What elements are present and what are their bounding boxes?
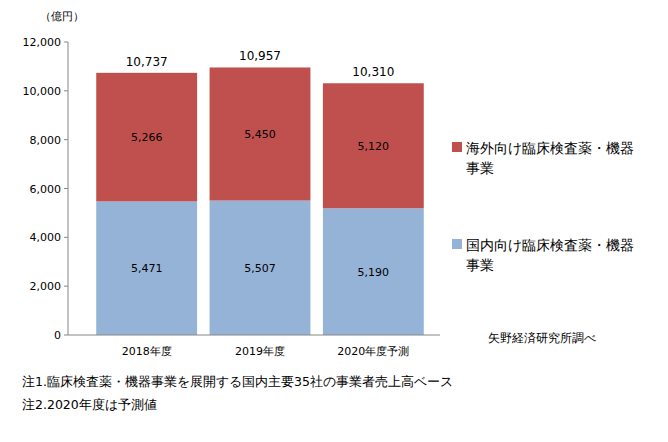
source: 矢野経済研究所調べ: [488, 330, 596, 347]
note: 注1.臨床検査薬・機器事業を展開する国内主要35社の事業者売上高ベース: [22, 374, 453, 391]
y-axis-line: [68, 42, 69, 335]
legend-swatch: [452, 142, 462, 152]
y-tick-label: 4,000: [30, 231, 62, 244]
y-tick-label: 8,000: [30, 134, 62, 147]
data-label: 5,471: [131, 262, 163, 275]
data-label: 5,266: [131, 131, 163, 144]
bars: [96, 67, 424, 335]
legend-swatch: [452, 239, 462, 249]
note: 注2.2020年度は予測値: [22, 397, 157, 414]
total-label: 10,310: [352, 65, 394, 79]
x-tick-label: 2019年度: [235, 345, 285, 358]
bar-segment: [210, 201, 311, 335]
data-label: 5,190: [358, 266, 390, 279]
y-tick: [64, 237, 68, 238]
bar-segment: [210, 67, 311, 200]
y-tick: [64, 90, 68, 91]
data-label: 5,120: [358, 140, 390, 153]
y-tick: [64, 42, 68, 43]
y-axis-label: （億円）: [40, 10, 84, 23]
total-label: 10,957: [239, 49, 281, 63]
data-label: 5,450: [244, 128, 276, 141]
bar-segment: [323, 208, 424, 335]
y-tick-label: 0: [54, 329, 61, 342]
y-tick-label: 10,000: [23, 85, 62, 98]
bar-segment: [96, 201, 197, 335]
y-axis: 0 2,000 4,000 6,000 8,000 10,000 12,000: [23, 36, 69, 342]
legend-label: 国内向け臨床検査薬・機器事業: [466, 235, 634, 275]
y-tick: [64, 286, 68, 287]
legend-label: 海外向け臨床検査薬・機器事業: [466, 138, 634, 178]
x-tick-label: 2018年度: [122, 345, 172, 358]
y-tick: [64, 139, 68, 140]
total-label: 10,737: [126, 55, 168, 69]
bar-segment: [96, 73, 197, 202]
labels: 5,471 5,507 5,190 5,266 5,450 5,120 10,737 10,9…: [126, 49, 395, 278]
x-axis: 2018年度 2019年度 2020年度予測: [68, 335, 440, 358]
y-tick-label: 12,000: [23, 36, 62, 49]
y-tick-label: 6,000: [30, 183, 62, 196]
bar-segment: [323, 83, 424, 208]
x-axis-line: [68, 335, 440, 336]
y-tick: [64, 335, 68, 336]
y-tick: [64, 188, 68, 189]
x-tick-label: 2020年度予測: [337, 345, 409, 358]
y-tick-label: 2,000: [30, 280, 62, 293]
data-label: 5,507: [244, 262, 276, 275]
